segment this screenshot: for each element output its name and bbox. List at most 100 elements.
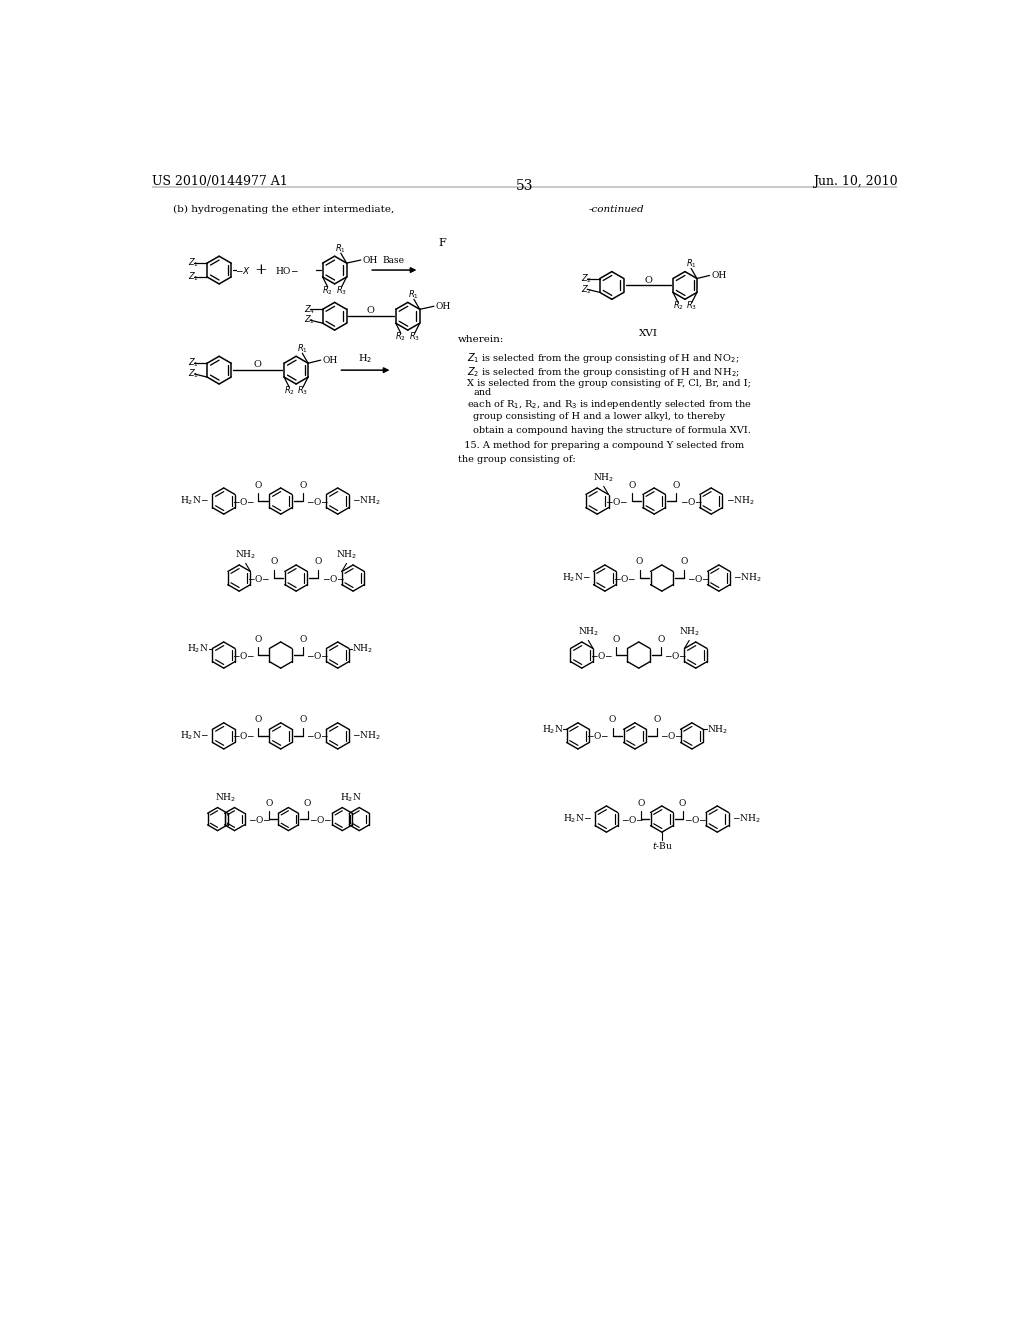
Text: OH: OH <box>435 302 451 310</box>
Text: O: O <box>255 480 262 490</box>
Text: O: O <box>679 799 686 808</box>
Text: O: O <box>628 480 636 490</box>
Text: $R_3$: $R_3$ <box>686 300 697 313</box>
Text: $-X$: $-X$ <box>234 264 251 276</box>
Text: $R_3$: $R_3$ <box>410 331 420 343</box>
Text: O: O <box>367 306 375 315</box>
Text: $R_3$: $R_3$ <box>336 285 347 297</box>
Text: $-$O$-$: $-$O$-$ <box>665 649 688 660</box>
Text: $-$O$-$: $-$O$-$ <box>231 649 255 660</box>
Text: O: O <box>255 715 262 725</box>
Text: $R_2$: $R_2$ <box>284 384 295 397</box>
Text: 15. A method for preparing a compound Y selected from: 15. A method for preparing a compound Y … <box>458 441 743 450</box>
Text: $Z_1$: $Z_1$ <box>188 356 200 370</box>
Text: -continued: -continued <box>589 205 644 214</box>
Text: $R_2$: $R_2$ <box>323 285 333 297</box>
Text: O: O <box>299 635 307 644</box>
Text: H$_2$N$-$: H$_2$N$-$ <box>561 572 590 585</box>
Text: $R_1$: $R_1$ <box>297 342 308 355</box>
Text: NH$_2$: NH$_2$ <box>707 723 728 735</box>
Text: OH: OH <box>323 355 338 364</box>
Text: $R_3$: $R_3$ <box>298 384 308 397</box>
Text: X is selected from the group consisting of F, Cl, Br, and I;: X is selected from the group consisting … <box>467 379 751 388</box>
Text: H$_2$N: H$_2$N <box>542 723 563 735</box>
Text: H$_2$N: H$_2$N <box>340 791 361 804</box>
Text: $R_1$: $R_1$ <box>409 289 420 301</box>
Text: O: O <box>612 635 621 644</box>
Text: O: O <box>265 799 272 808</box>
Text: H$_2$: H$_2$ <box>358 352 373 364</box>
Text: $-$O$-$: $-$O$-$ <box>684 813 708 825</box>
Text: $Z_1$: $Z_1$ <box>304 314 314 326</box>
Text: group consisting of H and a lower alkyl, to thereby: group consisting of H and a lower alkyl,… <box>473 412 725 421</box>
Text: $R_2$: $R_2$ <box>673 300 683 313</box>
Text: $-$NH$_2$: $-$NH$_2$ <box>726 495 755 507</box>
Text: O: O <box>637 799 645 808</box>
Text: H$_2$N: H$_2$N <box>187 643 209 655</box>
Text: $-$NH$_2$: $-$NH$_2$ <box>733 572 762 585</box>
Text: $-$O$-$: $-$O$-$ <box>586 730 609 742</box>
Text: US 2010/0144977 A1: US 2010/0144977 A1 <box>153 176 288 189</box>
Text: O: O <box>644 276 652 285</box>
Text: $-$O$-$: $-$O$-$ <box>309 813 333 825</box>
Text: O: O <box>254 360 261 370</box>
Text: O: O <box>304 799 311 808</box>
Text: wherein:: wherein: <box>458 335 504 345</box>
Text: O: O <box>681 557 688 566</box>
Text: and: and <box>473 388 492 397</box>
Text: OH: OH <box>362 256 378 264</box>
Text: 53: 53 <box>516 180 534 193</box>
Text: H$_2$N$-$: H$_2$N$-$ <box>180 495 209 507</box>
Text: $Z_1$: $Z_1$ <box>188 368 200 380</box>
Text: $Z_2$: $Z_2$ <box>581 282 592 296</box>
Text: $-$O$-$: $-$O$-$ <box>322 573 345 583</box>
Text: Jun. 10, 2010: Jun. 10, 2010 <box>813 176 897 189</box>
Text: O: O <box>270 557 278 566</box>
Text: NH$_2$: NH$_2$ <box>236 549 256 561</box>
Text: NH$_2$: NH$_2$ <box>593 471 614 484</box>
Text: $t$-Bu: $t$-Bu <box>651 840 672 851</box>
Text: $R_1$: $R_1$ <box>335 243 346 255</box>
Text: O: O <box>314 557 323 566</box>
Text: the group consisting of:: the group consisting of: <box>458 455 575 465</box>
Text: (b) hydrogenating the ether intermediate,: (b) hydrogenating the ether intermediate… <box>173 205 394 214</box>
Text: NH$_2$: NH$_2$ <box>215 791 237 804</box>
Text: O: O <box>299 480 307 490</box>
Text: $-$NH$_2$: $-$NH$_2$ <box>352 495 381 507</box>
Text: $-$O$-$: $-$O$-$ <box>680 495 703 507</box>
Text: NH$_2$: NH$_2$ <box>679 626 699 638</box>
Text: $-$O$-$: $-$O$-$ <box>306 649 330 660</box>
Text: $Z_4$: $Z_4$ <box>304 304 315 315</box>
Text: $Z_2$: $Z_2$ <box>581 272 592 285</box>
Text: $-$O$-$: $-$O$-$ <box>590 649 613 660</box>
Text: $-$O$-$: $-$O$-$ <box>621 813 644 825</box>
Text: $-$NH$_2$: $-$NH$_2$ <box>352 730 381 742</box>
Text: each of R$_1$, R$_2$, and R$_3$ is independently selected from the: each of R$_1$, R$_2$, and R$_3$ is indep… <box>467 399 753 411</box>
Text: NH$_2$: NH$_2$ <box>336 549 357 561</box>
Text: HO$-$: HO$-$ <box>275 264 299 276</box>
Text: $-$O$-$: $-$O$-$ <box>687 573 711 583</box>
Text: NH$_2$: NH$_2$ <box>578 626 599 638</box>
Text: O: O <box>673 480 680 490</box>
Text: O: O <box>653 715 660 725</box>
Text: H$_2$N$-$: H$_2$N$-$ <box>180 730 209 742</box>
Text: $-$O$-$: $-$O$-$ <box>605 495 629 507</box>
Text: O: O <box>636 557 643 566</box>
Text: $-$NH$_2$: $-$NH$_2$ <box>732 813 761 825</box>
Text: $-$O$-$: $-$O$-$ <box>247 573 270 583</box>
Text: $-$O$-$: $-$O$-$ <box>231 495 255 507</box>
Text: O: O <box>609 715 616 725</box>
Text: O: O <box>657 635 665 644</box>
Text: $-$O$-$: $-$O$-$ <box>231 730 255 742</box>
Text: H$_2$N$-$: H$_2$N$-$ <box>563 813 592 825</box>
Text: $Z_2$ is selected from the group consisting of H and NH$_2$;: $Z_2$ is selected from the group consist… <box>467 364 740 379</box>
Text: $Z_1$ is selected from the group consisting of H and NO$_2$;: $Z_1$ is selected from the group consist… <box>467 351 739 364</box>
Text: +: + <box>254 263 267 277</box>
Text: $R_2$: $R_2$ <box>395 331 407 343</box>
Text: $Z_1$: $Z_1$ <box>188 257 200 269</box>
Text: XVI: XVI <box>639 330 657 338</box>
Text: O: O <box>255 635 262 644</box>
Text: Base: Base <box>383 256 404 264</box>
Text: $-$O$-$: $-$O$-$ <box>613 573 637 583</box>
Text: O: O <box>299 715 307 725</box>
